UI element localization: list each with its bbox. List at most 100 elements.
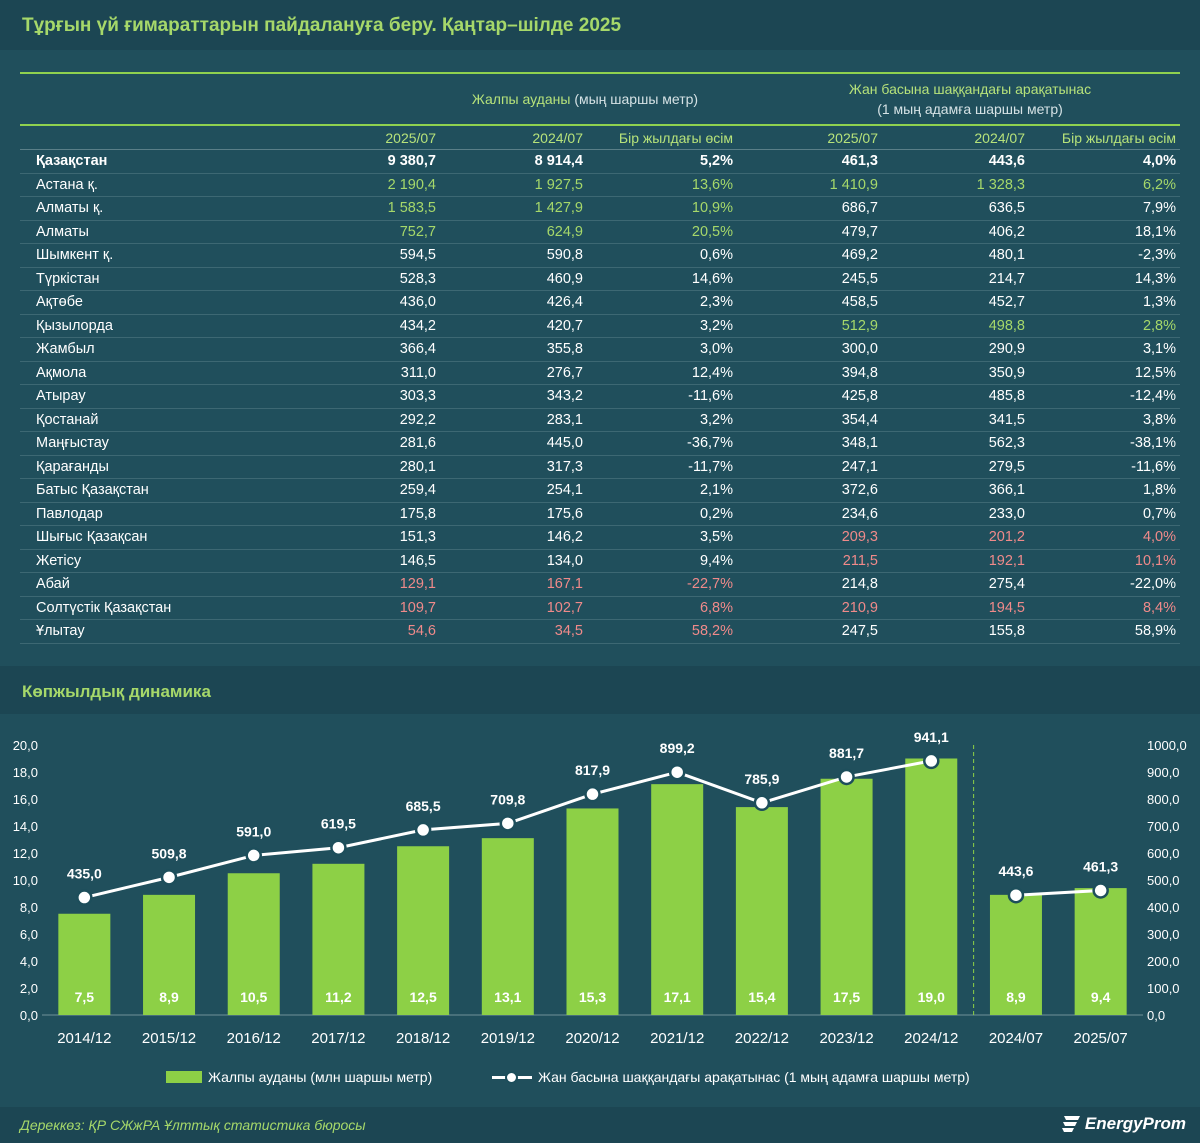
table-cell: 210,9 xyxy=(841,599,878,616)
col-header: 2025/07 xyxy=(827,129,878,146)
x-tick-label: 2023/12 xyxy=(819,1030,873,1047)
bar-value-label: 17,5 xyxy=(833,989,860,1005)
table-cell: 214,8 xyxy=(841,576,878,593)
series-line xyxy=(1015,888,1101,897)
table-cell: 10,1% xyxy=(1134,552,1176,569)
table-cell: 4,0% xyxy=(1142,153,1176,170)
table-cell: 469,2 xyxy=(841,247,878,264)
table-cell: 1 927,5 xyxy=(534,176,583,193)
table-cell: 254,1 xyxy=(546,482,583,499)
y-right-tick-label: 500,0 xyxy=(1147,873,1180,888)
table-cell: 58,9% xyxy=(1134,623,1176,640)
table-cell: 1,8% xyxy=(1142,482,1176,499)
region-name: Ақтөбе xyxy=(36,294,83,311)
line-value-label: 941,1 xyxy=(914,729,949,745)
region-name: Атырау xyxy=(36,388,86,405)
col-header: 2024/07 xyxy=(974,129,1025,146)
bar-value-label: 7,5 xyxy=(75,989,95,1005)
table-row: Павлодар 175,8 175,6 0,2% 234,6 233,0 0,7% xyxy=(20,503,1180,526)
line-point xyxy=(330,839,347,856)
group-total-area: Жалпы ауданы (мың шаршы метр) xyxy=(471,91,699,107)
line-point xyxy=(76,889,93,906)
bar-value-label: 11,2 xyxy=(325,989,352,1005)
table-cell: -36,7% xyxy=(687,435,733,452)
table-cell: 283,1 xyxy=(546,411,583,428)
dynamics-chart: 0,0 2,0 4,0 6,0 8,0 10,0 12,0 14,0 16,0 18,0 20,0 0… xyxy=(13,729,1187,1047)
table-cell: 528,3 xyxy=(399,270,436,287)
bar-value-label: 8,9 xyxy=(1006,989,1026,1005)
table-row: Қазақстан 9 380,7 8 914,4 5,2% 461,3 443,6 4,0… xyxy=(20,150,1180,174)
energyprom-logo-icon xyxy=(1061,1116,1080,1132)
table-cell: 2,8% xyxy=(1142,317,1176,334)
line-value-label: 461,3 xyxy=(1083,858,1118,874)
table-cell: 129,1 xyxy=(399,576,436,593)
table-row: Жамбыл 366,4 355,8 3,0% 300,0 290,9 3,1% xyxy=(20,338,1180,362)
table-cell: 3,2% xyxy=(699,317,733,334)
table-row: Ақмола 311,0 276,7 12,4% 394,8 350,9 12,5% xyxy=(20,362,1180,385)
region-name: Астана қ. xyxy=(36,176,98,193)
table-cell: -11,6% xyxy=(1131,458,1176,475)
line-value-label: 709,8 xyxy=(490,791,525,807)
table-cell: 8 914,4 xyxy=(534,153,583,170)
bar-value-label: 12,5 xyxy=(409,989,436,1005)
legend-line-swatch xyxy=(492,1071,532,1084)
region-name: Шығыс Қазақсан xyxy=(36,529,148,546)
table-cell: 311,0 xyxy=(400,364,436,381)
table-row: Солтүстік Қазақстан 109,7 102,7 6,8% 210,9 19… xyxy=(20,597,1180,620)
table-row: Атырау 303,3 343,2 -11,6% 425,8 485,8 -12,4% xyxy=(20,385,1180,409)
y-left-tick-label: 16,0 xyxy=(13,792,38,807)
table-cell: 1 427,9 xyxy=(534,200,583,217)
table-header-rule xyxy=(20,124,1180,126)
section-header: Көпжылдық динамика xyxy=(0,666,1200,714)
table-cell: 175,6 xyxy=(546,505,583,522)
x-tick-label: 2019/12 xyxy=(481,1030,535,1047)
y-right-tick-label: 1000,0 xyxy=(1147,738,1187,753)
section-title: Көпжылдық динамика xyxy=(22,682,211,701)
table-cell: 13,6% xyxy=(691,176,733,193)
table-cell: 372,6 xyxy=(841,482,878,499)
table-cell: 498,8 xyxy=(988,317,1025,334)
table-cell: 275,4 xyxy=(988,576,1025,593)
table-row: Маңғыстау 281,6 445,0 -36,7% 348,1 562,3 -38,1… xyxy=(20,432,1180,456)
table-cell: 9 380,7 xyxy=(387,153,436,170)
table-cell: 303,3 xyxy=(399,388,436,405)
legend-line-label: Жан басына шаққандағы арақатынас (1 мың … xyxy=(538,1069,970,1085)
table-cell: 426,4 xyxy=(546,294,583,311)
table-cell: 6,8% xyxy=(699,599,733,616)
col-header: Бір жылдағы өсім xyxy=(1061,129,1176,146)
table-cell: 6,2% xyxy=(1142,176,1176,193)
line-value-label: 685,5 xyxy=(406,798,441,814)
table-cell: 3,1% xyxy=(1142,341,1176,358)
line-value-label: 443,6 xyxy=(998,863,1033,879)
table-row: Батыс Қазақстан 259,4 254,1 2,1% 372,6 366,1 1… xyxy=(20,479,1180,503)
table-cell: 209,3 xyxy=(841,529,878,546)
region-name: Ұлытау xyxy=(36,623,85,640)
table-cell: 14,6% xyxy=(691,270,733,287)
table-cell: 2 190,4 xyxy=(387,176,436,193)
table-cell: 0,2% xyxy=(699,505,733,522)
table-cell: 276,7 xyxy=(546,364,583,381)
table-cell: 420,7 xyxy=(546,317,583,334)
table-cell: 259,4 xyxy=(399,482,436,499)
table-row: Жетісу 146,5 134,0 9,4% 211,5 192,1 10,1% xyxy=(20,550,1180,573)
legend-item-bar: Жалпы ауданы (млн шаршы метр) xyxy=(166,1069,432,1085)
table-cell: 366,1 xyxy=(988,482,1025,499)
table-row: Қызылорда 434,2 420,7 3,2% 512,9 498,8 2,8% xyxy=(20,315,1180,338)
y-right-tick-label: 700,0 xyxy=(1147,819,1180,834)
bar xyxy=(481,838,534,1015)
y-left-tick-label: 18,0 xyxy=(13,765,38,780)
table-cell: 1,3% xyxy=(1142,294,1176,311)
table-cell: 0,6% xyxy=(699,247,733,264)
table-cell: 3,5% xyxy=(699,529,733,546)
region-name: Абай xyxy=(36,576,70,593)
table-cell: 355,8 xyxy=(546,341,583,358)
x-tick-label: 2025/07 xyxy=(1074,1030,1128,1047)
table-cell: 5,2% xyxy=(699,153,733,170)
line-point xyxy=(1007,886,1025,904)
table-cell: 194,5 xyxy=(988,599,1025,616)
x-tick-label: 2021/12 xyxy=(650,1030,704,1047)
y-right-tick-label: 900,0 xyxy=(1147,765,1180,780)
y-right-tick-label: 0,0 xyxy=(1147,1008,1165,1023)
table-cell: 394,8 xyxy=(841,364,878,381)
y-left-tick-label: 8,0 xyxy=(20,900,38,915)
